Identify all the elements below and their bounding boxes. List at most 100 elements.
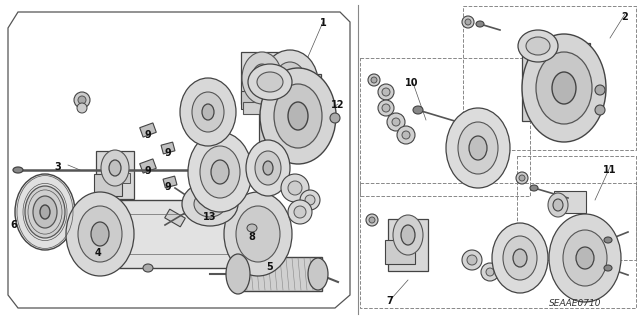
Bar bbox=[241, 52, 289, 104]
Ellipse shape bbox=[476, 21, 484, 27]
Ellipse shape bbox=[78, 96, 86, 104]
Ellipse shape bbox=[180, 78, 236, 146]
Ellipse shape bbox=[308, 258, 328, 290]
Ellipse shape bbox=[66, 192, 134, 276]
Ellipse shape bbox=[369, 217, 375, 223]
Bar bbox=[233, 227, 251, 241]
Ellipse shape bbox=[401, 225, 415, 245]
Ellipse shape bbox=[13, 167, 23, 173]
Ellipse shape bbox=[248, 64, 292, 100]
Ellipse shape bbox=[246, 140, 290, 196]
Text: 4: 4 bbox=[95, 248, 101, 258]
Text: 11: 11 bbox=[604, 165, 617, 175]
Ellipse shape bbox=[78, 206, 122, 262]
Ellipse shape bbox=[563, 230, 607, 286]
Ellipse shape bbox=[576, 247, 594, 269]
Bar bbox=[527, 43, 557, 65]
Ellipse shape bbox=[378, 100, 394, 116]
Ellipse shape bbox=[33, 196, 57, 228]
Ellipse shape bbox=[242, 52, 282, 104]
Text: 9: 9 bbox=[145, 130, 152, 140]
Ellipse shape bbox=[91, 222, 109, 246]
Ellipse shape bbox=[194, 191, 226, 217]
Bar bbox=[385, 240, 415, 264]
Bar bbox=[241, 91, 265, 109]
Bar bbox=[360, 183, 636, 308]
Ellipse shape bbox=[549, 214, 621, 302]
Text: 9: 9 bbox=[164, 182, 172, 192]
Bar bbox=[388, 219, 428, 271]
Ellipse shape bbox=[458, 122, 498, 174]
Ellipse shape bbox=[330, 113, 340, 123]
Bar bbox=[164, 209, 186, 227]
Bar bbox=[96, 151, 134, 199]
Bar bbox=[140, 159, 156, 173]
Text: 3: 3 bbox=[54, 162, 61, 172]
Ellipse shape bbox=[274, 84, 322, 148]
Ellipse shape bbox=[263, 161, 273, 175]
Ellipse shape bbox=[402, 131, 410, 139]
Ellipse shape bbox=[182, 182, 238, 226]
Text: 9: 9 bbox=[145, 166, 152, 176]
Ellipse shape bbox=[281, 174, 309, 202]
Ellipse shape bbox=[371, 77, 377, 83]
Ellipse shape bbox=[465, 19, 471, 25]
Bar bbox=[120, 173, 130, 183]
Ellipse shape bbox=[257, 72, 283, 92]
Ellipse shape bbox=[522, 34, 606, 142]
Ellipse shape bbox=[188, 132, 252, 212]
Ellipse shape bbox=[101, 150, 129, 186]
Text: 2: 2 bbox=[621, 12, 628, 22]
Ellipse shape bbox=[260, 68, 336, 164]
Ellipse shape bbox=[74, 92, 90, 108]
Bar bbox=[522, 43, 590, 121]
Ellipse shape bbox=[200, 146, 240, 198]
Text: 13: 13 bbox=[204, 212, 217, 222]
Ellipse shape bbox=[262, 50, 318, 114]
Bar bbox=[233, 214, 263, 238]
Ellipse shape bbox=[392, 118, 400, 126]
Ellipse shape bbox=[284, 74, 296, 90]
Text: 8: 8 bbox=[248, 232, 255, 242]
Ellipse shape bbox=[226, 254, 250, 294]
Ellipse shape bbox=[530, 185, 538, 191]
Ellipse shape bbox=[492, 223, 548, 293]
Bar bbox=[554, 191, 586, 213]
Ellipse shape bbox=[294, 206, 306, 218]
Ellipse shape bbox=[224, 192, 292, 276]
Bar bbox=[259, 74, 321, 146]
Ellipse shape bbox=[481, 263, 499, 281]
Bar bbox=[98, 200, 258, 268]
Text: 7: 7 bbox=[387, 296, 394, 306]
Ellipse shape bbox=[518, 30, 558, 62]
Ellipse shape bbox=[211, 160, 229, 184]
Ellipse shape bbox=[393, 215, 423, 255]
Ellipse shape bbox=[247, 224, 257, 232]
Text: 6: 6 bbox=[11, 220, 17, 230]
Ellipse shape bbox=[469, 136, 487, 160]
Ellipse shape bbox=[192, 92, 224, 132]
Ellipse shape bbox=[604, 265, 612, 271]
Ellipse shape bbox=[236, 206, 280, 262]
Ellipse shape bbox=[274, 62, 306, 102]
Ellipse shape bbox=[397, 126, 415, 144]
Ellipse shape bbox=[462, 16, 474, 28]
Ellipse shape bbox=[382, 88, 390, 96]
Ellipse shape bbox=[595, 85, 605, 95]
Ellipse shape bbox=[604, 237, 612, 243]
Ellipse shape bbox=[446, 108, 510, 188]
Ellipse shape bbox=[516, 172, 528, 184]
Bar bbox=[517, 156, 636, 260]
Ellipse shape bbox=[526, 37, 550, 55]
Text: 9: 9 bbox=[164, 148, 172, 158]
Ellipse shape bbox=[536, 52, 592, 124]
Ellipse shape bbox=[486, 268, 494, 276]
Ellipse shape bbox=[382, 104, 390, 112]
Ellipse shape bbox=[305, 195, 315, 205]
Ellipse shape bbox=[503, 236, 537, 280]
Bar bbox=[360, 58, 530, 196]
Ellipse shape bbox=[413, 106, 423, 114]
Ellipse shape bbox=[595, 105, 605, 115]
Ellipse shape bbox=[109, 160, 121, 176]
Ellipse shape bbox=[255, 151, 281, 185]
